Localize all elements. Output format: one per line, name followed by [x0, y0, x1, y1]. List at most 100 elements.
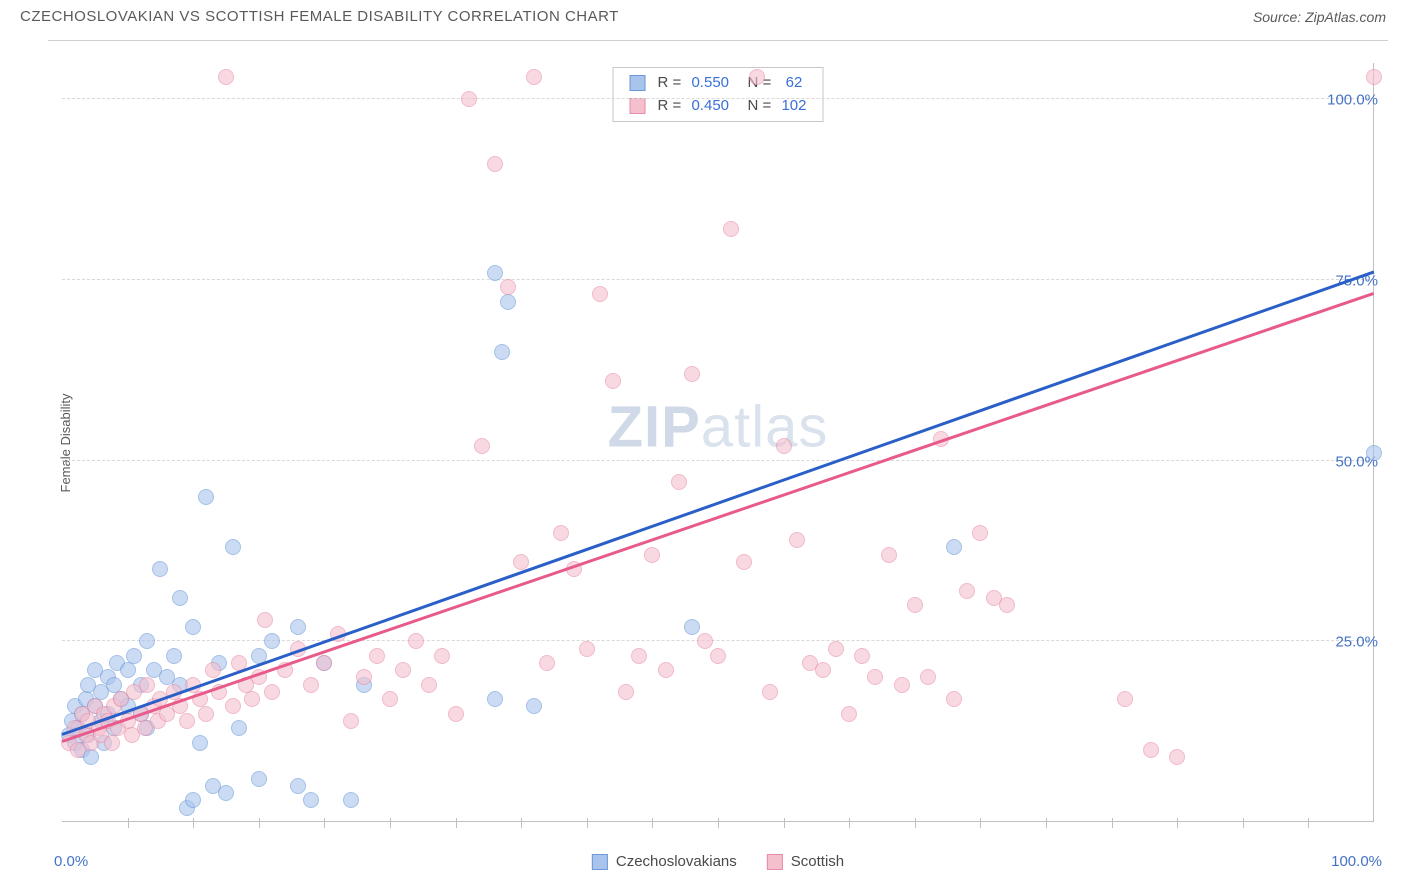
data-point — [789, 532, 805, 548]
stat-n-value: 62 — [781, 72, 802, 95]
data-point — [185, 792, 201, 808]
data-point — [198, 489, 214, 505]
data-point — [658, 662, 674, 678]
header: CZECHOSLOVAKIAN VS SCOTTISH FEMALE DISAB… — [0, 0, 1406, 29]
data-point — [684, 366, 700, 382]
x-tick — [587, 818, 588, 828]
data-point — [290, 619, 306, 635]
data-point — [972, 525, 988, 541]
data-point — [881, 547, 897, 563]
data-point — [618, 684, 634, 700]
data-point — [1169, 749, 1185, 765]
data-point — [736, 554, 752, 570]
y-tick-label: 25.0% — [1335, 634, 1378, 651]
data-point — [303, 677, 319, 693]
gridline-h — [62, 460, 1374, 461]
data-point — [264, 684, 280, 700]
stat-r-value: 0.550 — [691, 72, 729, 95]
x-tick — [1243, 818, 1244, 828]
data-point — [316, 655, 332, 671]
data-point — [579, 641, 595, 657]
data-point — [1366, 69, 1382, 85]
chart-title: CZECHOSLOVAKIAN VS SCOTTISH FEMALE DISAB… — [20, 8, 619, 25]
data-point — [1366, 445, 1382, 461]
data-point — [382, 691, 398, 707]
data-point — [225, 539, 241, 555]
data-point — [192, 735, 208, 751]
data-point — [152, 561, 168, 577]
data-point — [218, 785, 234, 801]
x-tick — [259, 818, 260, 828]
data-point — [139, 677, 155, 693]
data-point — [920, 669, 936, 685]
data-point — [723, 221, 739, 237]
x-tick — [1177, 818, 1178, 828]
data-point — [671, 474, 687, 490]
data-point — [356, 669, 372, 685]
data-point — [500, 279, 516, 295]
data-point — [592, 286, 608, 302]
x-tick — [1046, 818, 1047, 828]
data-point — [697, 633, 713, 649]
data-point — [251, 771, 267, 787]
x-tick — [193, 818, 194, 828]
data-point — [369, 648, 385, 664]
data-point — [231, 720, 247, 736]
data-point — [1117, 691, 1133, 707]
data-point — [828, 641, 844, 657]
gridline-h — [62, 279, 1374, 280]
data-point — [684, 619, 700, 635]
x-tick — [849, 818, 850, 828]
data-point — [179, 713, 195, 729]
data-point — [539, 655, 555, 671]
stat-r-label: R = — [658, 72, 686, 95]
x-axis-max-label: 100.0% — [1331, 853, 1382, 870]
legend-label: Scottish — [791, 853, 844, 870]
data-point — [126, 648, 142, 664]
legend-swatch — [592, 854, 608, 870]
data-point — [185, 619, 201, 635]
legend-item: Czechoslovakians — [592, 853, 737, 870]
data-point — [343, 713, 359, 729]
stats-row: R = 0.550 N = 62 — [630, 72, 807, 95]
legend-label: Czechoslovakians — [616, 853, 737, 870]
data-point — [120, 662, 136, 678]
x-axis-min-label: 0.0% — [54, 853, 88, 870]
data-point — [395, 662, 411, 678]
data-point — [244, 691, 260, 707]
data-point — [815, 662, 831, 678]
data-point — [762, 684, 778, 700]
data-point — [526, 698, 542, 714]
data-point — [205, 662, 221, 678]
gridline-h — [62, 640, 1374, 641]
data-point — [434, 648, 450, 664]
data-point — [448, 706, 464, 722]
data-point — [854, 648, 870, 664]
data-point — [710, 648, 726, 664]
stats-legend-box: R = 0.550 N = 62R = 0.450 N = 102 — [613, 67, 824, 122]
x-tick — [456, 818, 457, 828]
plot-area: ZIPatlas R = 0.550 N = 62R = 0.450 N = 1… — [62, 63, 1374, 822]
stats-swatch — [630, 75, 646, 91]
x-tick — [1112, 818, 1113, 828]
x-tick — [718, 818, 719, 828]
watermark-bold: ZIP — [608, 395, 701, 460]
data-point — [198, 706, 214, 722]
data-point — [959, 583, 975, 599]
data-point — [494, 344, 510, 360]
data-point — [487, 156, 503, 172]
x-tick — [1308, 818, 1309, 828]
data-point — [644, 547, 660, 563]
data-point — [1143, 742, 1159, 758]
data-point — [218, 69, 234, 85]
data-point — [946, 691, 962, 707]
data-point — [487, 691, 503, 707]
data-point — [421, 677, 437, 693]
watermark-light: atlas — [701, 395, 829, 460]
data-point — [526, 69, 542, 85]
chart-container: Female Disability ZIPatlas R = 0.550 N =… — [48, 40, 1388, 844]
data-point — [867, 669, 883, 685]
stats-swatch — [630, 98, 646, 114]
x-tick — [652, 818, 653, 828]
data-point — [500, 294, 516, 310]
